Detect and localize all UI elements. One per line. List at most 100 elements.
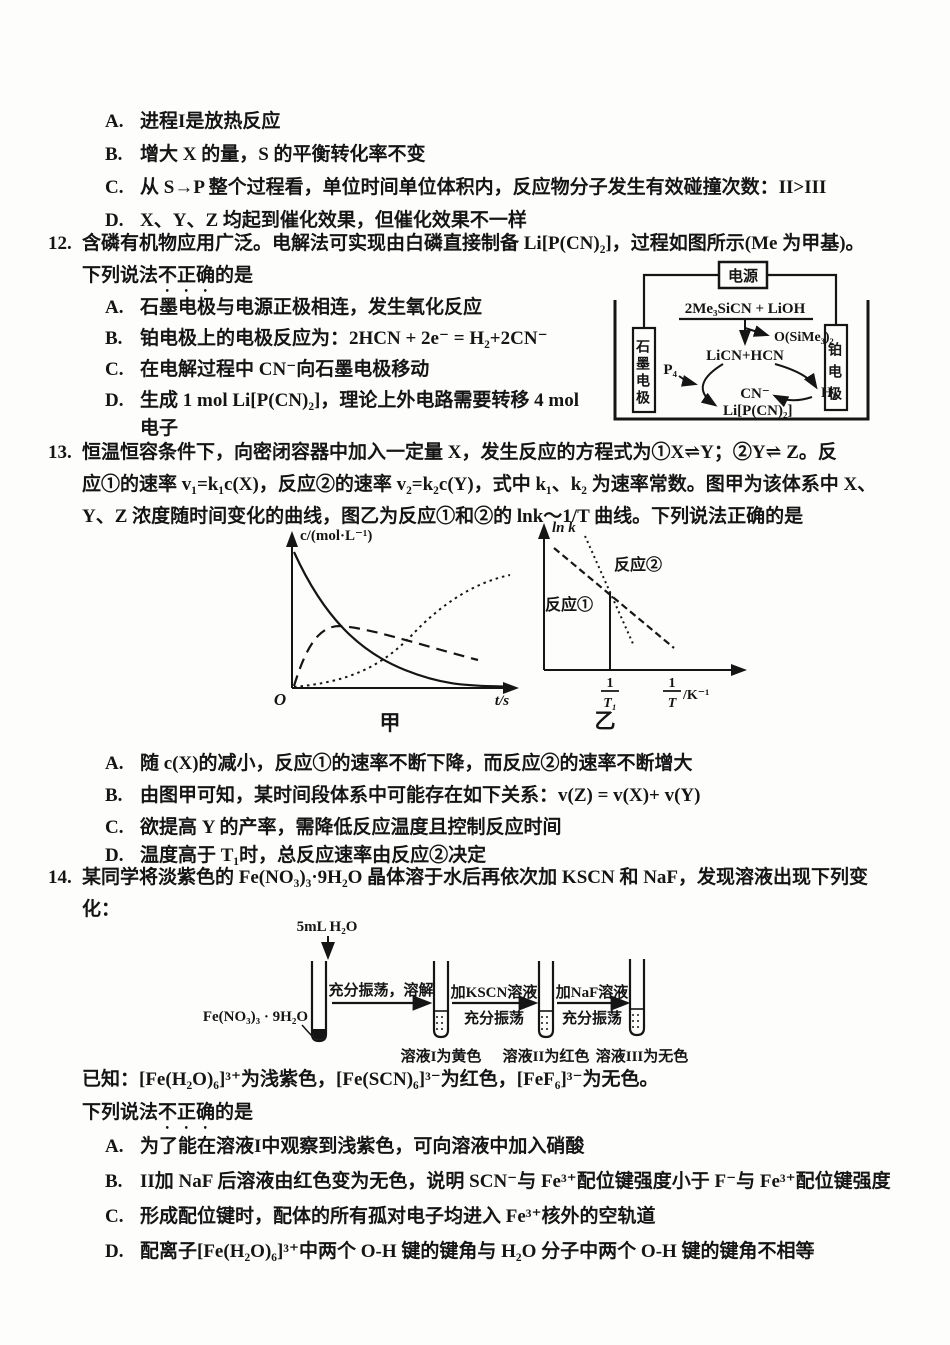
option-text: 增大 X 的量，S 的平衡转化率不变	[140, 144, 426, 165]
testtube-4-dots	[632, 1014, 642, 1028]
platinum-electrode-label: 铂电极	[826, 342, 841, 408]
graphite-electrode-label: 石墨电极	[634, 339, 649, 407]
p4-arrow	[678, 375, 698, 387]
question-number: 12.	[48, 233, 72, 254]
h2-label: H₂	[821, 385, 838, 401]
q12-option-d-cont: 电子	[140, 418, 179, 439]
frac1-numerator: 1	[607, 676, 614, 691]
q12-option-d: D. 生成 1 mol Li[P(CN)₂]，理论上外电路需要转移 4 mol	[105, 390, 579, 411]
graphite-electrode-box	[631, 326, 657, 414]
step2-label-top: 加KSCN溶液	[450, 983, 539, 1001]
option-text: 从 S→P 整个过程看，单位时间单位体积内，反应物分子发生有效碰撞次数：II>I…	[140, 177, 827, 198]
power-source-box	[717, 260, 769, 290]
q12-option-b: B. 铂电极上的电极反应为：2HCN + 2e⁻ = H₂+2CN⁻	[105, 328, 548, 349]
q13-stem-line1: 13. 恒温恒容条件下，向密闭容器中加入一定量 X，发生反应的方程式为①X⇌Y；②…	[48, 442, 837, 463]
testtube-flow-diagram: 5mL H₂O Fe(NO₃)₃ · 9H₂O 充分振荡，溶解 溶液I为黄色 加…	[203, 919, 689, 1065]
reaction2-line	[584, 535, 635, 647]
q14-option-a: A. 为了能在溶液I中观察到浅紫色，可向溶液中加入硝酸	[105, 1136, 585, 1157]
reagent-label: 2Me₃SiCN + LiOH	[685, 301, 806, 317]
step2-label-bottom: 充分振荡	[464, 1009, 524, 1027]
y-axis-label: c/(mol·L⁻¹)	[300, 528, 372, 544]
intermediate-label: LiCN+HCN	[706, 348, 784, 364]
testtube-2	[432, 961, 450, 1039]
option-text: X、Y、Z 均起到催化效果，但催化效果不一样	[140, 210, 527, 231]
q14-stem-line2: 化：	[82, 899, 121, 920]
step1-label: 充分振荡，溶解	[328, 981, 433, 999]
solution2-caption: 溶液II为红色	[503, 1047, 590, 1065]
reaction1-label: 反应①	[545, 595, 593, 614]
q11-option-d: D. X、Y、Z 均起到催化效果，但催化效果不一样	[105, 209, 527, 233]
wire-left	[642, 273, 719, 328]
testtube-3-dots	[541, 1016, 551, 1030]
q14-stem-line1: 14. 某同学将淡紫色的 Fe(NO₃)₃·9H₂O 晶体溶于水后再依次加 KSC…	[48, 867, 869, 888]
q13-option-b: B. 由图甲可知，某时间段体系中可能存在如下关系：v(Z) = v(X)+ v(Y…	[105, 785, 701, 806]
x-axis-label: t/s	[495, 693, 509, 709]
cycle-cn-arrow	[772, 394, 813, 408]
frac1-denominator: T₁	[603, 696, 616, 711]
frac2-numerator: 1	[669, 676, 676, 691]
lnk-vs-inverse-temperature-graph: ln k 反应① 反应② 1 T₁ 1 T /K⁻¹	[538, 520, 747, 711]
q13-stem-line3: Y、Z 浓度随时间变化的曲线，图乙为反应①和②的 lnk～1/T 曲线。下列说法…	[82, 506, 804, 527]
q12-option-c: C. 在电解过程中 CN⁻向石墨电极移动	[105, 359, 430, 380]
q12-option-a: A. 石墨电极与电源正极相连，发生氧化反应	[105, 297, 483, 318]
q12-stem-line1: 12. 含磷有机物应用广泛。电解法可实现由白磷直接制备 Li[P(CN)₂]，过程…	[48, 233, 865, 254]
q11-option-c: C. 从 S→P 整个过程看，单位时间单位体积内，反应物分子发生有效碰撞次数：II…	[105, 176, 826, 200]
q14-option-c: C. 形成配位键时，配体的所有孤对电子均进入 Fe³⁺核外的空轨道	[105, 1206, 656, 1227]
testtube-3	[537, 961, 555, 1039]
wire-right	[767, 273, 838, 325]
q12-stem-line2: 下列说法不正确的是	[82, 265, 254, 286]
cycle-right-arrow	[774, 363, 818, 390]
option-label: B.	[105, 144, 123, 165]
p4-label: P₄	[663, 362, 677, 378]
concentration-time-graph: c/(mol·L⁻¹) O t/s	[274, 528, 519, 709]
arrow-byproduct	[744, 325, 770, 337]
solution3-caption: 溶液III为无色	[596, 1047, 689, 1065]
product-label: Li[P(CN)₂]	[723, 403, 792, 419]
curve-z-dotted	[293, 574, 511, 688]
testtube-2-dots	[436, 1016, 446, 1030]
question-number: 13.	[48, 442, 72, 463]
graph-jia-caption: 甲	[379, 711, 401, 735]
q13-stem-line2: 应①的速率 v₁=k₁c(X)，反应②的速率 v₂=k₂c(Y)，式中 k₁、k…	[82, 474, 877, 495]
q14-option-b: B. II加 NaF 后溶液由红色变为无色，说明 SCN⁻与 Fe³⁺配位键强度小…	[105, 1171, 891, 1192]
frac2-denominator: T	[668, 696, 678, 711]
water-label: 5mL H₂O	[297, 919, 358, 935]
q14-stem-line3: 下列说法不正确的是	[82, 1102, 254, 1123]
testtube-1-solid	[313, 1029, 325, 1040]
emphasized-text: 不正确	[158, 265, 216, 286]
graph-yi-caption: 乙	[594, 709, 616, 733]
solution1-caption: 溶液I为黄色	[401, 1047, 482, 1065]
power-source-label: 电源	[728, 267, 758, 285]
q13-option-a: A. 随 c(X)的减小，反应①的速率不断下降，而反应②的速率不断增大	[105, 753, 693, 774]
byproduct-label: O(SiMe₃)₂	[774, 330, 834, 345]
curve-y-dashed	[292, 624, 479, 687]
step3-label-bottom: 充分振荡	[562, 1009, 622, 1027]
emphasized-text: 不正确	[158, 1102, 216, 1123]
option-text: 进程I是放热反应	[140, 111, 281, 132]
q14-known-facts: 已知：[Fe(H₂O)₆]³⁺为浅紫色，[Fe(SCN)₆]³⁻为红色，[FeF…	[82, 1069, 659, 1090]
reaction2-label: 反应②	[614, 555, 662, 574]
q13-option-d: D. 温度高于 T₁时，总反应速率由反应②决定	[105, 845, 487, 866]
q14-option-d: D. 配离子[Fe(H₂O)₆]³⁺中两个 O-H 键的键角与 H₂O 分子中两个…	[105, 1241, 815, 1262]
cell-container	[613, 300, 870, 421]
x-axis-unit: /K⁻¹	[682, 688, 709, 703]
question-number: 14.	[48, 867, 72, 888]
y-axis-label: ln k	[552, 520, 576, 536]
cycle-left-arrow	[700, 363, 724, 407]
curve-x-solid	[292, 551, 513, 689]
platinum-electrode-box	[823, 323, 849, 412]
q11-option-b: B. 增大 X 的量，S 的平衡转化率不变	[105, 143, 426, 167]
reaction1-line	[553, 547, 675, 649]
step3-label-top: 加NaF溶液	[555, 983, 629, 1001]
testtube-4	[628, 959, 646, 1037]
option-label: C.	[105, 177, 124, 198]
q13-option-c: C. 欲提高 Y 的产率，需降低反应温度且控制反应时间	[105, 817, 562, 838]
crystal-connector	[301, 1024, 314, 1038]
origin-label: O	[274, 690, 286, 709]
q11-option-a: A. 进程I是放热反应	[105, 110, 280, 134]
option-label: D.	[105, 210, 124, 231]
crystal-label: Fe(NO₃)₃ · 9H₂O	[203, 1009, 308, 1025]
cn-label: CN⁻	[740, 386, 770, 402]
option-label: A.	[105, 111, 124, 132]
